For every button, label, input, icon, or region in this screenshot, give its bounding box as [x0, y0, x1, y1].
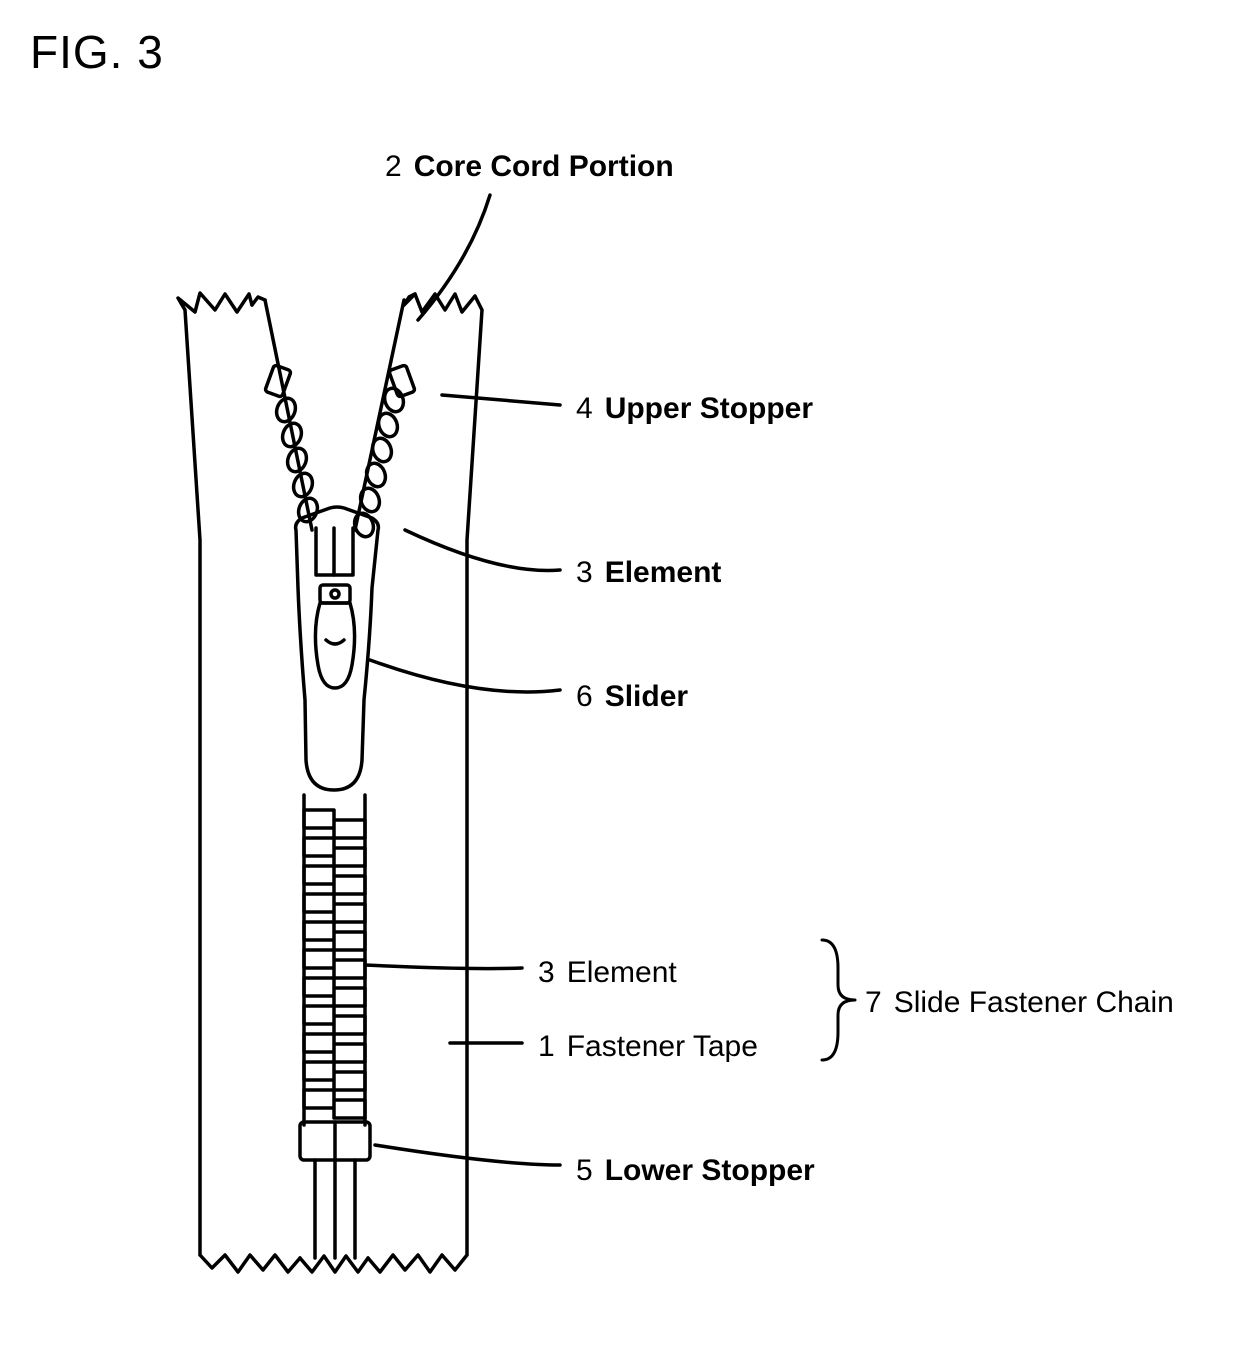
leader-slider [370, 660, 560, 692]
label-text: Slide Fastener Chain [894, 986, 1174, 1020]
label-text: Fastener Tape [567, 1030, 758, 1064]
label-element-lower: 3 Element [538, 956, 677, 990]
label-slider: 6 Slider [576, 680, 688, 714]
leader-upper-stopper [442, 395, 560, 405]
label-num: 5 [576, 1154, 593, 1188]
label-text: Element [567, 956, 677, 990]
right-tape-top-inner [404, 294, 415, 305]
zipper-diagram: 2 Core Cord Portion 4 Upper Stopper 3 El… [0, 0, 1240, 1357]
label-core-cord: 2 Core Cord Portion [385, 150, 674, 184]
closed-chain [304, 795, 365, 1125]
label-text: Core Cord Portion [414, 150, 674, 184]
label-text: Slider [605, 680, 688, 714]
label-num: 3 [538, 956, 555, 990]
label-num: 2 [385, 150, 402, 184]
leader-element-lower [365, 965, 522, 969]
brace [822, 940, 855, 1060]
label-text: Lower Stopper [605, 1154, 815, 1188]
label-num: 3 [576, 556, 593, 590]
slider-body [296, 507, 379, 790]
label-lower-stopper: 5 Lower Stopper [576, 1154, 815, 1188]
label-num: 7 [865, 986, 882, 1020]
label-text: Element [605, 556, 722, 590]
lower-stopper [300, 1122, 370, 1160]
label-chain: 7 Slide Fastener Chain [865, 986, 1174, 1020]
label-num: 1 [538, 1030, 555, 1064]
leader-element-upper [405, 530, 560, 571]
label-num: 6 [576, 680, 593, 714]
label-text: Upper Stopper [605, 392, 813, 426]
label-fastener-tape: 1 Fastener Tape [538, 1030, 758, 1064]
label-num: 4 [576, 392, 593, 426]
left-tape-top-inner [252, 297, 265, 305]
label-upper-stopper: 4 Upper Stopper [576, 392, 813, 426]
label-element-upper: 3 Element [576, 556, 721, 590]
